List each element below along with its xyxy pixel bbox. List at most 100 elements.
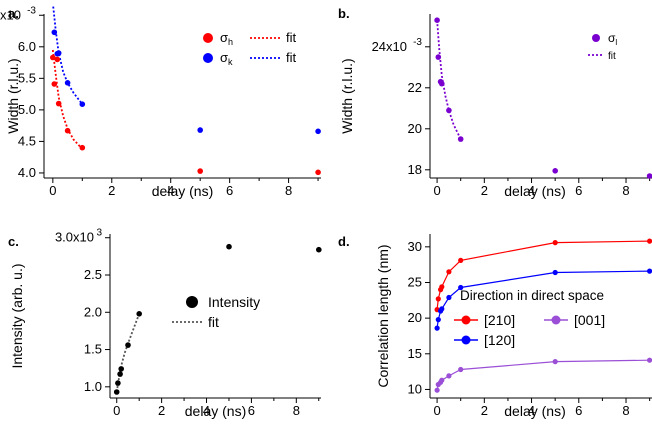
legend-title: Direction in direct space	[460, 288, 604, 303]
data-point	[434, 325, 440, 331]
data-point	[439, 306, 445, 312]
x-tick-label: 8	[622, 403, 629, 418]
legend-label: [210]	[484, 312, 515, 328]
y-tick-label: 2.5	[84, 267, 102, 282]
x-axis-label: delay (ns)	[504, 403, 565, 419]
y-tick-label: 18	[408, 162, 422, 177]
legend-fit-label: fit	[608, 51, 616, 62]
legend-label: [120]	[484, 332, 515, 348]
y-tick-label: 20	[408, 121, 422, 136]
plot-area	[50, 0, 321, 176]
x-tick-label: 8	[285, 183, 292, 198]
x-tick-label: 6	[248, 403, 255, 418]
legend-label: [001]	[574, 312, 605, 328]
panel-3: c. 0 2 4 6 8 1.0 1.5 2.0 2.5 3.0x10 3 delay (ns) Inte…	[8, 228, 322, 419]
legend: Direction in direct space [210] [001] [120]	[454, 288, 605, 348]
panel-label: c.	[8, 234, 19, 249]
series-line	[436, 359, 650, 391]
x-tick-label: 0	[433, 183, 440, 198]
data-point	[316, 246, 322, 253]
y-tick-label: 5.0	[18, 102, 36, 117]
data-point	[552, 240, 558, 246]
data-point	[55, 100, 62, 107]
y-tick-label: 20	[408, 310, 422, 325]
data-point	[435, 54, 442, 60]
data-point	[446, 294, 452, 301]
panel-2: b. 0 2 4 6 8 18 20 22 24x10 -3 delay (ns) Width (r.l…	[338, 6, 652, 199]
x-tick-label: 2	[158, 403, 165, 418]
x-tick-label: 0	[49, 183, 56, 198]
data-point	[439, 284, 445, 290]
x-tick-label: 8	[293, 403, 300, 418]
y-axis-label: Intensity (arb. u.)	[9, 263, 25, 368]
panel-label: b.	[338, 6, 350, 21]
data-point	[79, 101, 86, 107]
legend-marker	[203, 33, 213, 43]
data-point	[552, 168, 558, 174]
data-point	[434, 387, 440, 393]
legend-marker	[592, 34, 600, 42]
data-point	[446, 107, 452, 114]
panel-4: d. 0 2 4 6 8 10 15 20 25 30 delay (ns) Correlation l…	[338, 234, 652, 419]
data-point	[55, 50, 62, 56]
plot-area	[434, 17, 652, 179]
x-tick-label: 4	[528, 183, 535, 198]
data-point	[315, 128, 321, 135]
x-tick-label: 0	[113, 403, 120, 418]
fit-curve	[436, 20, 462, 140]
data-point	[647, 268, 652, 274]
legend-fit-label: fit	[286, 50, 297, 65]
data-point	[118, 366, 124, 372]
y-tick-label: 30	[408, 239, 422, 254]
y-tick-label: 10	[408, 381, 422, 396]
legend: Intensity fit	[172, 294, 260, 330]
data-point	[434, 17, 440, 24]
y-tick-label: 6.5x10	[0, 7, 21, 22]
x-tick-label: 6	[575, 183, 582, 198]
data-point	[51, 29, 58, 36]
data-point	[552, 269, 558, 276]
data-point	[197, 168, 203, 174]
x-tick-label: 0	[433, 403, 440, 418]
data-point	[50, 54, 56, 61]
x-axis-label: delay (ns)	[152, 183, 213, 199]
legend-marker	[461, 315, 471, 325]
y-tick-label: 2.0	[84, 304, 102, 319]
data-point	[435, 296, 441, 302]
x-tick-label: 4	[528, 403, 535, 418]
data-point	[64, 127, 71, 134]
panel-label: a.	[8, 6, 19, 21]
data-point	[197, 127, 203, 133]
data-point	[226, 243, 232, 250]
data-point	[647, 357, 652, 363]
data-point	[50, 0, 56, 5]
data-point	[457, 136, 464, 142]
data-point	[115, 380, 121, 386]
data-point	[647, 238, 652, 244]
data-point	[446, 269, 452, 275]
plot-area	[434, 238, 652, 393]
y-tick-label: 22	[408, 80, 422, 95]
plot-area	[113, 243, 322, 395]
legend-fit-label: fit	[286, 30, 297, 45]
legend-marker	[186, 296, 198, 308]
x-tick-label: 2	[481, 403, 488, 418]
fit-curve	[115, 313, 141, 393]
legend-label: σh	[220, 30, 233, 47]
data-point	[79, 144, 86, 151]
y-axis-label: Correlation length (nm)	[375, 244, 391, 387]
data-point	[117, 371, 123, 377]
x-tick-label: 4	[203, 403, 210, 418]
legend-fit-label: fit	[208, 314, 219, 330]
x-tick-label: 2	[108, 183, 115, 198]
data-point	[113, 389, 120, 395]
legend-marker	[203, 53, 213, 63]
legend-label: σl	[608, 31, 617, 47]
data-point	[54, 56, 61, 63]
data-point	[439, 377, 445, 383]
panel-1: a. 0 2 4 6 8 4.0 4.5 5.0 5.5 6.0 6.5x10 -3 delay (ns)…	[0, 0, 321, 199]
legend: σl fit	[588, 31, 617, 62]
data-point	[435, 317, 441, 323]
x-tick-label: 6	[575, 403, 582, 418]
